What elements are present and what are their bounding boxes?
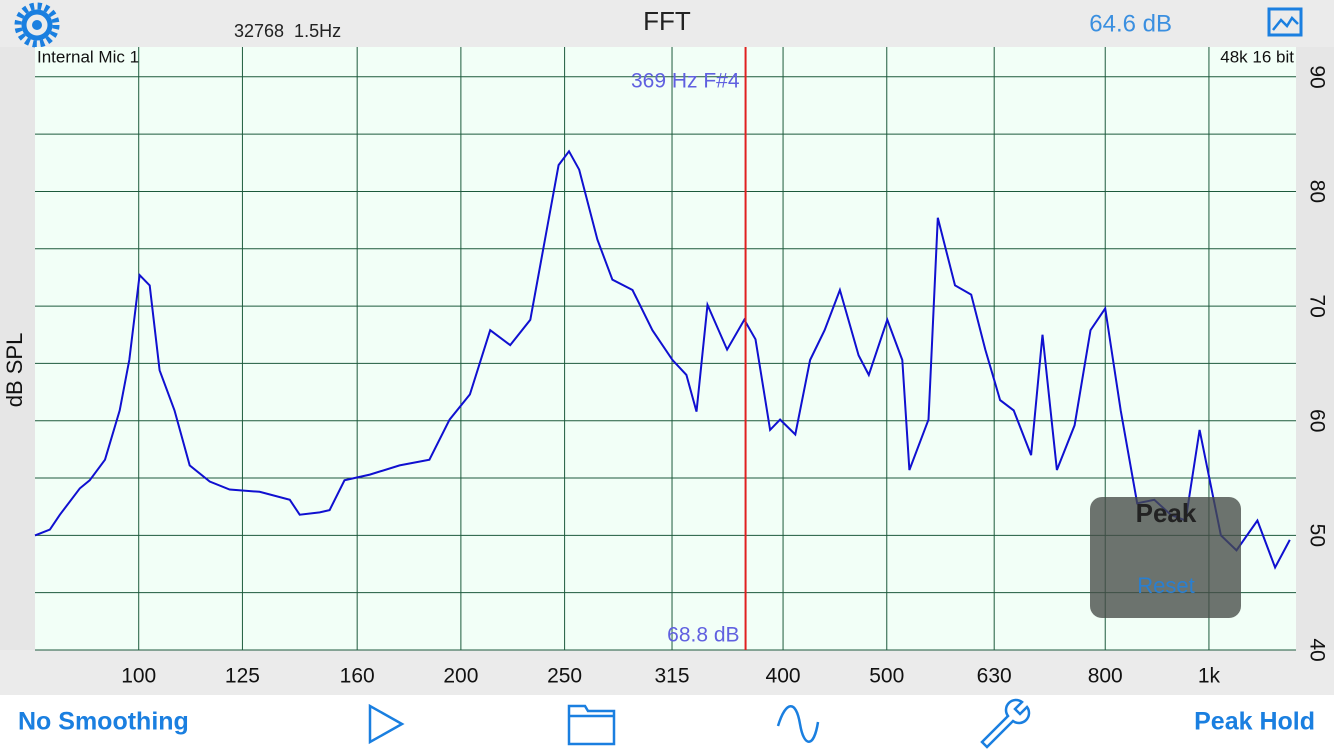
fft-size: 32768 1.5Hz <box>234 21 341 41</box>
format-label: 48k 16 bit <box>1220 47 1294 66</box>
y-tick-label: 50 <box>1305 524 1328 547</box>
x-tick-label: 200 <box>443 665 478 688</box>
peak-hold-button[interactable]: Peak Hold <box>1194 708 1315 736</box>
x-tick-label: 315 <box>654 665 689 688</box>
top-bar <box>0 0 1334 47</box>
title: FFT <box>643 6 691 36</box>
x-tick-label: 100 <box>121 665 156 688</box>
x-tick-label: 500 <box>869 665 904 688</box>
icon-frame <box>1267 7 1303 37</box>
y-tick-label: 80 <box>1305 180 1328 203</box>
plot: 40 50 60 70 80 90 100 125 160 200 250 315 400 500 630 8… <box>34 47 1328 688</box>
spectrum-line <box>34 149 1291 570</box>
image-icon[interactable] <box>1267 7 1303 37</box>
y-tick-label: 70 <box>1305 294 1328 317</box>
y-tick-label: 40 <box>1305 638 1328 661</box>
x-tick-label: 1k <box>1198 665 1221 688</box>
folder-button[interactable] <box>567 704 616 746</box>
smoothing-button[interactable]: No Smoothing <box>18 708 189 736</box>
peak-panel-bg <box>1090 497 1241 618</box>
y-tick-label: 90 <box>1305 65 1328 88</box>
x-tick-label: 250 <box>547 665 582 688</box>
cursor-frequency: 369 Hz F#4 <box>631 70 740 93</box>
x-axis-band <box>0 650 1334 695</box>
y-axis-label: dB SPL <box>2 333 27 408</box>
settings-icon[interactable] <box>14 2 60 48</box>
play-button[interactable] <box>368 703 405 745</box>
gear-teeth <box>14 2 60 48</box>
tools-button[interactable] <box>980 698 1031 749</box>
level: 64.6 dB <box>1089 10 1172 37</box>
reset-button[interactable]: Reset <box>1137 573 1194 598</box>
icon-graph <box>1272 16 1299 31</box>
bottom-toolbar <box>0 695 1334 750</box>
x-tick-label: 125 <box>225 665 260 688</box>
x-tick-label: 160 <box>340 665 375 688</box>
x-tick-label: 800 <box>1088 665 1123 688</box>
cursor-level: 68.8 dB <box>667 624 739 647</box>
x-tick-label: 630 <box>977 665 1012 688</box>
peak-panel: Peak Reset <box>1090 497 1241 618</box>
y-tick-label: 60 <box>1305 409 1328 432</box>
input-label: Internal Mic 1 <box>37 47 139 66</box>
gear-ring <box>21 9 53 41</box>
x-tick-label: 400 <box>766 665 801 688</box>
gear-hub <box>32 20 42 30</box>
wave-button[interactable] <box>776 705 820 743</box>
peak-title: Peak <box>1136 498 1197 528</box>
